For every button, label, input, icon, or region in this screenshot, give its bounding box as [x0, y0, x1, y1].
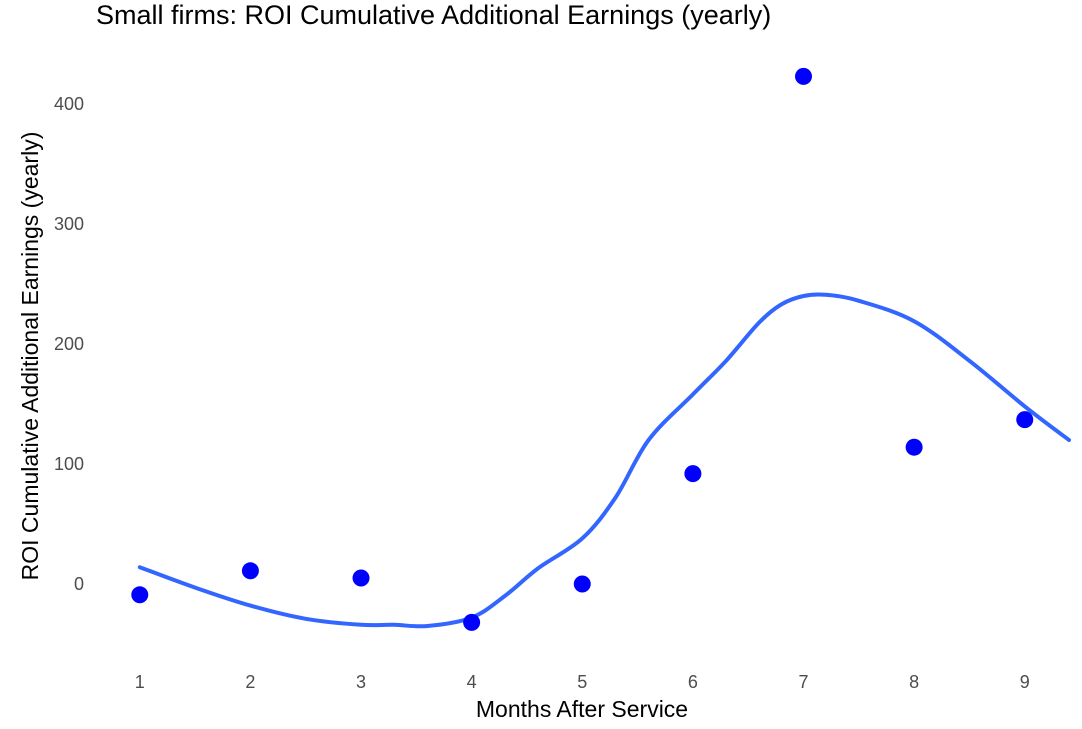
x-tick-label: 4	[467, 672, 477, 692]
smooth-trend-line	[137, 292, 1071, 629]
data-point	[573, 575, 591, 593]
y-tick-label: 400	[54, 94, 84, 114]
data-point	[1016, 411, 1034, 429]
x-tick-label: 7	[799, 672, 809, 692]
y-tick-label: 0	[74, 574, 84, 594]
x-axis-title: Months After Service	[476, 696, 688, 722]
data-point	[795, 67, 813, 85]
data-point	[463, 613, 481, 631]
x-tick-label: 6	[688, 672, 698, 692]
data-point	[905, 438, 923, 456]
data-point	[131, 586, 149, 604]
x-tick-label: 9	[1020, 672, 1030, 692]
x-tick-label: 3	[356, 672, 366, 692]
x-tick-label: 8	[909, 672, 919, 692]
x-tick-labels: 1 2 3 4 5 6 7 8 9	[135, 672, 1030, 692]
y-tick-label: 100	[54, 454, 84, 474]
x-tick-label: 1	[135, 672, 145, 692]
x-tick-label: 5	[577, 672, 587, 692]
y-tick-labels: 0 100 200 300 400	[54, 94, 84, 594]
data-point	[241, 562, 259, 580]
data-point	[684, 465, 702, 483]
chart-title: Small firms: ROI Cumulative Additional E…	[96, 0, 772, 30]
y-tick-label: 200	[54, 334, 84, 354]
data-points	[131, 67, 1034, 631]
x-tick-label: 2	[245, 672, 255, 692]
y-tick-label: 300	[54, 214, 84, 234]
data-point	[352, 569, 370, 587]
y-axis-title: ROI Cumulative Additional Earnings (year…	[17, 132, 43, 581]
